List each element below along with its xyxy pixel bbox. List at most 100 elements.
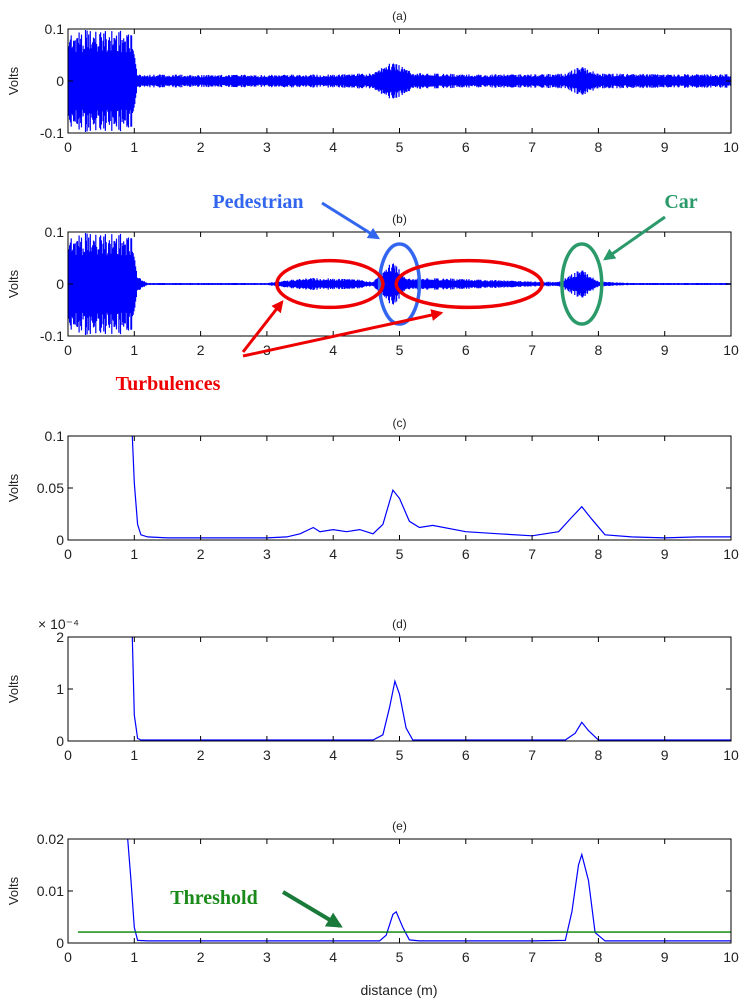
panel-b-annotations: Pedestrian Car Turbulences xyxy=(116,191,698,395)
x-tick-label: 7 xyxy=(528,342,536,358)
x-tick-label: 3 xyxy=(263,747,271,763)
x-tick-label: 5 xyxy=(396,139,404,155)
pedestrian-ellipse xyxy=(377,242,422,326)
pedestrian-arrow xyxy=(321,201,381,240)
x-tick-label: 2 xyxy=(197,747,205,763)
x-tick-label: 1 xyxy=(130,139,138,155)
panel-title: (a) xyxy=(392,9,407,23)
y-tick-label: 0.1 xyxy=(45,224,65,240)
x-tick-label: 2 xyxy=(197,342,205,358)
turbulences-ellipse xyxy=(394,258,544,310)
y-tick-label: 0 xyxy=(56,532,64,548)
x-tick-label: 7 xyxy=(528,139,536,155)
signal-line xyxy=(131,637,731,741)
x-tick-label: 9 xyxy=(661,747,669,763)
x-tick-label: 10 xyxy=(723,747,739,763)
x-tick-label: 3 xyxy=(263,546,271,562)
x-tick-label: 6 xyxy=(462,546,470,562)
turbulences-arrow-left xyxy=(241,300,284,353)
x-tick-label: 0 xyxy=(64,139,72,155)
x-tick-label: 10 xyxy=(723,139,739,155)
y-tick-label: 0.01 xyxy=(37,883,64,899)
y-tick-label: 1 xyxy=(56,681,64,697)
x-tick-label: 6 xyxy=(462,342,470,358)
y-tick-label: -0.1 xyxy=(40,328,64,344)
x-tick-label: 0 xyxy=(64,949,72,965)
plot-area xyxy=(68,30,731,132)
threshold-label: Threshold xyxy=(170,887,257,909)
x-tick-label: 2 xyxy=(197,139,205,155)
x-tick-label: 0 xyxy=(64,342,72,358)
y-axis-label: Volts xyxy=(6,876,21,905)
x-tick-label: 5 xyxy=(396,342,404,358)
x-tick-label: 5 xyxy=(396,949,404,965)
x-tick-label: 10 xyxy=(723,546,739,562)
car-ellipse xyxy=(560,242,604,326)
panel-title: (c) xyxy=(393,416,407,430)
x-tick-label: 0 xyxy=(64,747,72,763)
signal-line xyxy=(127,839,731,942)
panel-e-annotations: Threshold xyxy=(170,887,343,928)
y-tick-label: 0 xyxy=(56,73,64,89)
car-arrow xyxy=(603,215,666,261)
x-tick-label: 6 xyxy=(462,139,470,155)
x-tick-label: 9 xyxy=(661,949,669,965)
signal-line xyxy=(131,436,731,539)
plot-area xyxy=(131,436,731,539)
y-tick-label: 0.1 xyxy=(45,428,65,444)
plot-area xyxy=(77,839,731,942)
x-tick-label: 6 xyxy=(462,747,470,763)
x-tick-label: 4 xyxy=(329,949,337,965)
y-exponent-label: × 10⁻⁴ xyxy=(38,616,79,632)
x-axis-label: distance (m) xyxy=(360,982,437,998)
y-axis-label: Volts xyxy=(6,66,21,95)
x-tick-label: 3 xyxy=(263,139,271,155)
y-tick-label: 0 xyxy=(56,935,64,951)
x-tick-label: 1 xyxy=(130,546,138,562)
y-axis-label: Volts xyxy=(6,269,21,298)
panel-title: (e) xyxy=(392,819,407,833)
x-tick-label: 7 xyxy=(528,747,536,763)
x-tick-label: 7 xyxy=(528,949,536,965)
x-tick-label: 8 xyxy=(595,139,603,155)
x-tick-label: 4 xyxy=(329,139,337,155)
x-tick-label: 8 xyxy=(595,747,603,763)
x-tick-label: 3 xyxy=(263,949,271,965)
x-tick-label: 1 xyxy=(130,342,138,358)
turbulences-arrow-right xyxy=(242,309,444,358)
x-tick-label: 6 xyxy=(462,949,470,965)
x-tick-label: 9 xyxy=(661,139,669,155)
x-tick-label: 2 xyxy=(197,949,205,965)
x-tick-label: 9 xyxy=(661,546,669,562)
axes-box xyxy=(67,435,732,541)
x-tick-label: 10 xyxy=(723,342,739,358)
threshold-arrow xyxy=(281,890,343,928)
y-tick-label: 0 xyxy=(56,733,64,749)
axes-box xyxy=(67,636,732,742)
y-axis-label: Volts xyxy=(6,674,21,703)
panel-title: (d) xyxy=(392,617,407,631)
x-tick-label: 8 xyxy=(595,342,603,358)
x-tick-label: 4 xyxy=(329,546,337,562)
turbulences-ellipse xyxy=(275,258,385,310)
x-tick-label: 9 xyxy=(661,342,669,358)
plot-area xyxy=(131,637,731,741)
x-tick-label: 7 xyxy=(528,546,536,562)
x-tick-label: 5 xyxy=(396,747,404,763)
y-axis-label: Volts xyxy=(6,473,21,502)
x-tick-label: 4 xyxy=(329,342,337,358)
plot-area xyxy=(68,233,731,335)
y-tick-label: 0.05 xyxy=(37,480,64,496)
x-tick-label: 4 xyxy=(329,747,337,763)
x-tick-label: 0 xyxy=(64,546,72,562)
y-tick-label: 2 xyxy=(56,629,64,645)
y-tick-label: 0 xyxy=(56,276,64,292)
turbulences-label: Turbulences xyxy=(116,373,221,395)
x-tick-label: 1 xyxy=(130,949,138,965)
x-tick-label: 2 xyxy=(197,546,205,562)
axes-box xyxy=(67,838,732,944)
